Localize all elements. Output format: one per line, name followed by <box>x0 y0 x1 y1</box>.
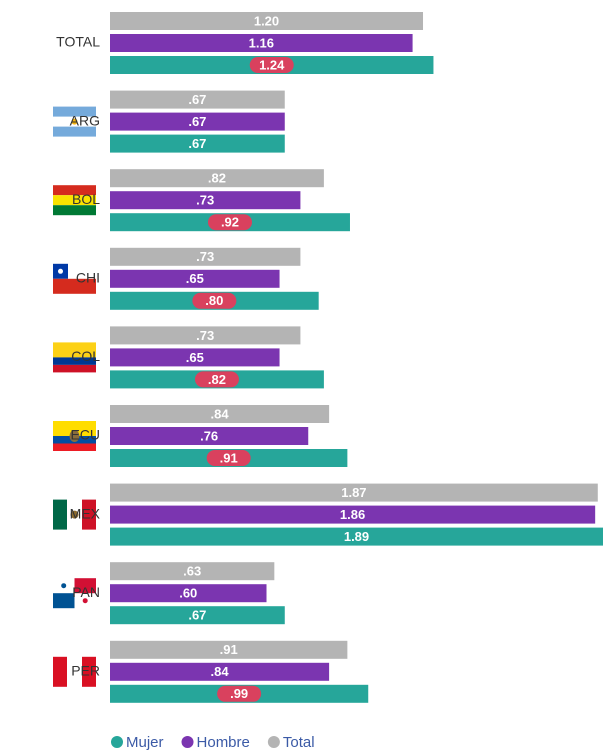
legend-label: Mujer <box>126 734 164 751</box>
flag-bol <box>53 185 96 216</box>
value-label: .73 <box>196 249 214 264</box>
flag-pan <box>53 578 96 609</box>
value-label: .73 <box>196 328 214 343</box>
bar <box>110 169 324 188</box>
label-highlight <box>217 685 262 702</box>
bar <box>110 562 275 581</box>
bar <box>110 584 267 603</box>
bar <box>110 90 285 109</box>
value-label: .80 <box>205 293 223 308</box>
bar <box>110 606 285 625</box>
bar <box>110 405 330 423</box>
value-label: .63 <box>183 564 201 579</box>
flag-ecu <box>53 421 96 451</box>
legend-label: Hombre <box>197 734 250 751</box>
bar <box>110 112 285 131</box>
value-label: .73 <box>196 193 214 208</box>
flag-mex <box>53 499 96 530</box>
legend-marker <box>111 736 123 748</box>
bar <box>110 247 301 266</box>
category-label: TOTAL <box>56 34 100 50</box>
value-label: 1.86 <box>340 507 365 522</box>
legend-label: Total <box>283 734 315 751</box>
value-label: .65 <box>186 350 204 365</box>
category-label: PAN <box>72 584 100 600</box>
legend-marker <box>181 736 194 748</box>
value-label: .84 <box>211 406 230 421</box>
value-label: 1.20 <box>254 13 279 28</box>
value-label: .67 <box>188 136 206 151</box>
label-highlight <box>249 57 294 73</box>
bar <box>110 134 285 153</box>
value-label: 1.87 <box>341 485 366 500</box>
bar <box>110 527 603 546</box>
bar <box>110 662 330 681</box>
value-label: .92 <box>221 215 239 230</box>
flag-per <box>53 656 96 687</box>
bar <box>110 191 301 210</box>
bar <box>110 483 598 502</box>
value-label: .82 <box>208 372 226 387</box>
category-label: ARG <box>70 112 100 128</box>
bar <box>110 269 280 288</box>
value-label: .99 <box>230 686 248 701</box>
category-label: CHI <box>76 270 100 286</box>
value-label: .65 <box>186 271 204 286</box>
value-label: .67 <box>188 92 206 107</box>
value-label: .91 <box>220 642 238 657</box>
bar <box>110 12 424 30</box>
value-label: .91 <box>220 450 238 465</box>
bar <box>110 427 309 445</box>
value-label: .67 <box>188 608 206 623</box>
bar <box>110 34 413 52</box>
value-label: .76 <box>200 428 218 443</box>
category-label: BOL <box>72 191 100 207</box>
value-label: .84 <box>211 664 230 679</box>
category-label: MEX <box>70 505 101 521</box>
value-label: 1.16 <box>249 35 274 50</box>
value-label: .82 <box>208 171 226 186</box>
flag-col <box>53 342 96 373</box>
value-label: .67 <box>188 114 206 129</box>
value-label: .60 <box>179 586 197 601</box>
flag-chi <box>53 263 96 294</box>
bar <box>110 640 348 659</box>
label-highlight <box>194 371 239 388</box>
legend-marker <box>267 736 280 748</box>
bar <box>110 326 301 345</box>
value-label: 1.24 <box>259 57 285 72</box>
category-label: ECU <box>70 427 100 443</box>
category-label: COL <box>71 348 100 364</box>
label-highlight <box>206 450 251 466</box>
label-highlight <box>207 214 252 231</box>
label-highlight <box>192 292 237 309</box>
bar <box>110 505 596 524</box>
bar <box>110 348 280 367</box>
value-label: 1.89 <box>344 529 369 544</box>
category-label: PER <box>71 663 100 679</box>
flags <box>53 106 96 687</box>
flag-arg <box>53 106 96 137</box>
